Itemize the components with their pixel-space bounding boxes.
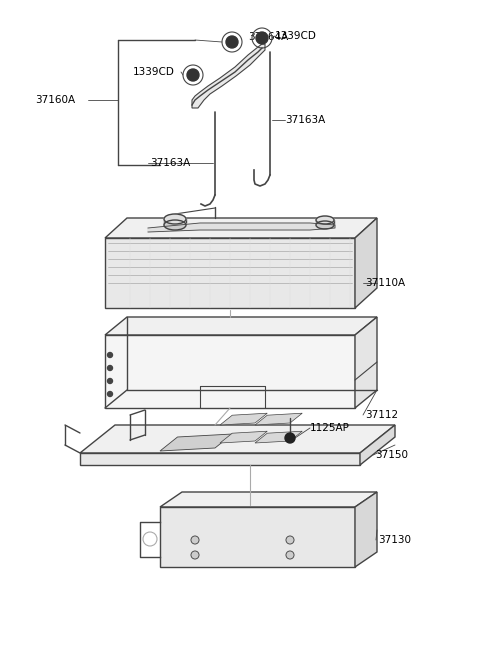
Polygon shape [355, 317, 377, 408]
Text: 37110A: 37110A [365, 278, 405, 288]
Ellipse shape [316, 216, 334, 224]
Polygon shape [105, 335, 355, 408]
Polygon shape [148, 223, 335, 232]
Text: 37163A: 37163A [285, 115, 325, 125]
Circle shape [285, 433, 295, 443]
Polygon shape [160, 492, 377, 507]
Text: 1339CD: 1339CD [133, 67, 175, 77]
Ellipse shape [164, 220, 186, 230]
Polygon shape [192, 44, 265, 108]
Circle shape [286, 551, 294, 559]
Text: 37130: 37130 [378, 535, 411, 545]
Polygon shape [80, 425, 395, 453]
Circle shape [256, 32, 268, 44]
Ellipse shape [316, 221, 334, 229]
Circle shape [187, 69, 199, 81]
Polygon shape [355, 492, 377, 567]
Text: 37163A: 37163A [150, 158, 190, 168]
Text: 1339CD: 1339CD [275, 31, 317, 41]
Text: 37112: 37112 [365, 410, 398, 420]
Text: 1125AP: 1125AP [310, 423, 350, 433]
Text: 37150: 37150 [375, 450, 408, 460]
Text: 37160A: 37160A [35, 95, 75, 105]
Polygon shape [105, 218, 377, 238]
Polygon shape [220, 413, 267, 425]
Polygon shape [355, 218, 377, 308]
Polygon shape [105, 317, 377, 335]
Polygon shape [105, 238, 355, 308]
Circle shape [108, 379, 112, 383]
Polygon shape [255, 413, 302, 425]
Polygon shape [80, 453, 360, 465]
Polygon shape [220, 431, 267, 443]
Polygon shape [255, 431, 302, 443]
Polygon shape [160, 434, 232, 451]
Circle shape [191, 536, 199, 544]
Circle shape [286, 536, 294, 544]
Text: 37164A: 37164A [248, 32, 288, 42]
Circle shape [108, 392, 112, 396]
Circle shape [108, 352, 112, 358]
Polygon shape [360, 425, 395, 465]
Polygon shape [160, 507, 355, 567]
Circle shape [108, 365, 112, 371]
Circle shape [191, 551, 199, 559]
Circle shape [226, 36, 238, 48]
Ellipse shape [164, 214, 186, 224]
